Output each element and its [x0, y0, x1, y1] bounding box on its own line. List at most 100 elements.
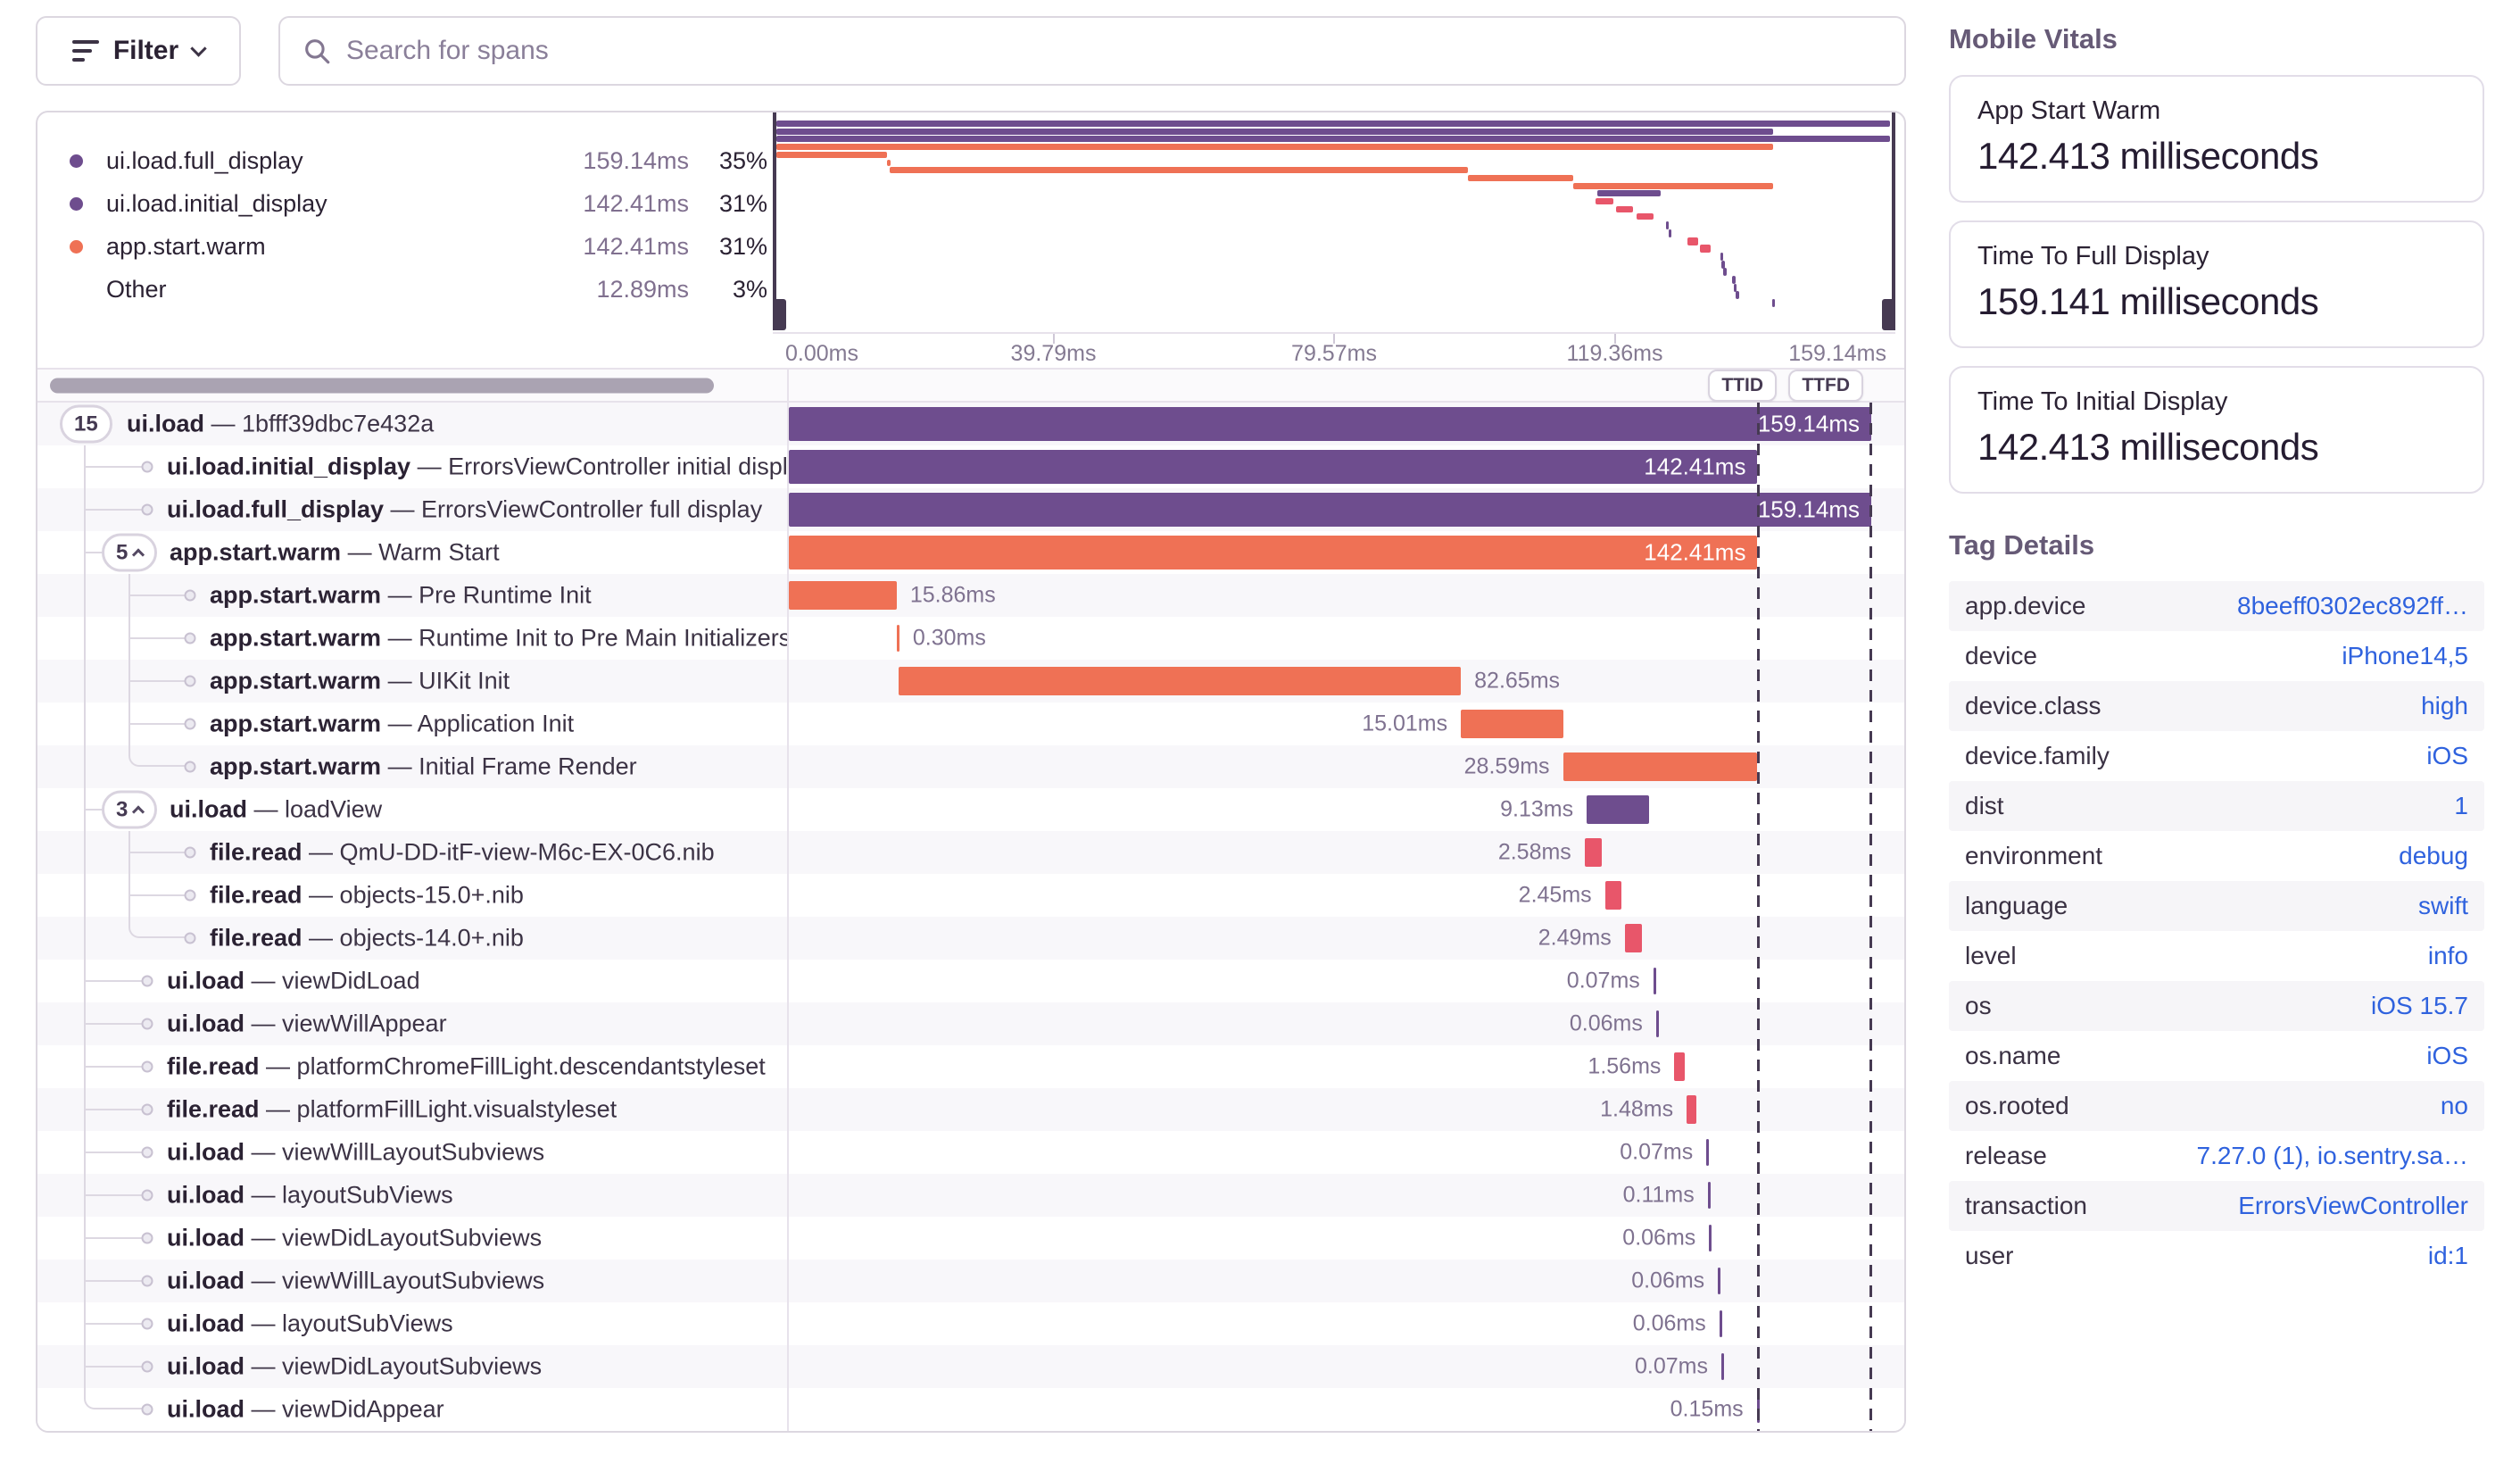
ttid-line: [1757, 403, 1761, 1431]
span-bar[interactable]: [1461, 710, 1563, 738]
span-row[interactable]: ui.load — layoutSubViews 0.11ms: [37, 1174, 1904, 1217]
span-row[interactable]: app.start.warm — UIKit Init 82.65ms: [37, 660, 1904, 703]
span-row[interactable]: file.read — platformFillLight.visualstyl…: [37, 1088, 1904, 1131]
tag-value-link[interactable]: info: [2427, 942, 2468, 969]
span-op: ui.load.initial_display: [167, 453, 411, 480]
span-desc: — layoutSubViews: [245, 1310, 453, 1337]
span-bar[interactable]: [1721, 1353, 1724, 1380]
tag-value-link[interactable]: iPhone14,5: [2342, 642, 2468, 669]
bar-cell: 0.06ms: [789, 1217, 1904, 1260]
span-row[interactable]: file.read — platformChromeFillLight.desc…: [37, 1045, 1904, 1088]
filter-button[interactable]: Filter: [36, 16, 241, 86]
span-bar[interactable]: [789, 581, 897, 610]
span-row[interactable]: ui.load — viewDidLoad 0.07ms: [37, 960, 1904, 1002]
span-label: file.read — platformChromeFillLight.desc…: [167, 1053, 766, 1081]
tag-value-link[interactable]: iOS: [2426, 1042, 2468, 1069]
tag-value-link[interactable]: swift: [2418, 892, 2468, 919]
span-bar[interactable]: [1563, 752, 1758, 781]
span-row[interactable]: ui.load — viewWillAppear 0.06ms: [37, 1002, 1904, 1045]
span-row[interactable]: ui.load — viewDidLayoutSubviews 0.07ms: [37, 1345, 1904, 1388]
span-row[interactable]: app.start.warm — Initial Frame Render 28.…: [37, 745, 1904, 788]
minimap[interactable]: [773, 112, 1895, 332]
span-row[interactable]: app.start.warm — Pre Runtime Init 15.86ms: [37, 574, 1904, 617]
span-row[interactable]: file.read — objects-14.0+.nib 2.49ms: [37, 917, 1904, 960]
span-row[interactable]: ui.load — layoutSubViews 0.06ms: [37, 1302, 1904, 1345]
bar-cell: 0.06ms: [789, 1002, 1904, 1045]
tag-key: dist: [1965, 792, 2004, 819]
scrollbar-thumb[interactable]: [50, 378, 714, 393]
bar-cell: 0.15ms: [789, 1388, 1904, 1431]
search-icon: [305, 39, 330, 64]
span-op: ui.load: [167, 1181, 245, 1209]
minimap-viewport-handle-right[interactable]: [1882, 299, 1895, 330]
span-bar[interactable]: [1587, 795, 1649, 824]
span-bar[interactable]: [899, 667, 1462, 695]
tree-cell: file.read — objects-15.0+.nib: [37, 874, 789, 917]
tag-row: transaction ErrorsViewController: [1949, 1181, 2484, 1231]
tag-value-link[interactable]: id:1: [2427, 1242, 2468, 1269]
span-search-input[interactable]: [346, 36, 1883, 66]
tag-value-link[interactable]: ErrorsViewController: [2238, 1192, 2468, 1219]
span-bar[interactable]: [1709, 1225, 1712, 1251]
span-row[interactable]: ui.load.full_display — ErrorsViewControl…: [37, 488, 1904, 531]
span-bar[interactable]: [1584, 838, 1603, 867]
span-bar[interactable]: [1653, 968, 1656, 994]
span-row[interactable]: ui.load — viewDidLayoutSubviews 0.06ms: [37, 1217, 1904, 1260]
tag-value-link[interactable]: no: [2440, 1092, 2468, 1119]
span-desc: — viewWillLayoutSubviews: [245, 1267, 545, 1294]
span-bar[interactable]: [1604, 881, 1622, 910]
span-bar[interactable]: [789, 407, 1871, 441]
tag-value-link[interactable]: high: [2421, 692, 2468, 719]
minimap-viewport-line-right[interactable]: [1892, 112, 1895, 330]
expand-pill[interactable]: 15: [60, 404, 112, 444]
span-row[interactable]: 5 app.start.warm — Warm Start 142.41ms: [37, 531, 1904, 574]
vital-label: App Start Warm: [1977, 96, 2161, 125]
span-bar[interactable]: [1655, 1010, 1659, 1037]
span-bar[interactable]: [1674, 1052, 1686, 1081]
minimap-viewport-handle-left[interactable]: [773, 299, 786, 330]
tag-value-link[interactable]: iOS 15.7: [2371, 992, 2468, 1019]
tree-guide: [84, 703, 86, 745]
span-row[interactable]: 3 ui.load — loadView 9.13ms: [37, 788, 1904, 831]
tag-value-link[interactable]: 7.27.0 (1), io.sentry.sa…: [2196, 1142, 2469, 1169]
tag-value-link[interactable]: iOS: [2426, 742, 2468, 769]
span-label: app.start.warm — Application Init: [210, 711, 574, 738]
tag-key: device.class: [1965, 692, 2101, 719]
tree-guide: [128, 594, 190, 596]
span-duration-label: 0.06ms: [1569, 1010, 1643, 1036]
span-op: app.start.warm: [210, 710, 382, 737]
tag-value-link[interactable]: 8beeff0302ec892ff…: [2237, 592, 2468, 619]
span-row[interactable]: app.start.warm — Application Init 15.01ms: [37, 703, 1904, 745]
ttid-button[interactable]: TTID: [1708, 369, 1777, 402]
tag-value-link[interactable]: debug: [2399, 842, 2468, 869]
tree-guide: [84, 1280, 147, 1282]
span-row[interactable]: file.read — objects-15.0+.nib 2.45ms: [37, 874, 1904, 917]
bar-cell: 15.86ms: [789, 574, 1904, 617]
span-row[interactable]: ui.load — viewWillLayoutSubviews 0.07ms: [37, 1131, 1904, 1174]
span-row[interactable]: app.start.warm — Runtime Init to Pre Mai…: [37, 617, 1904, 660]
span-row[interactable]: file.read — QmU-DD-itF-view-M6c-EX-0C6.n…: [37, 831, 1904, 874]
span-bar[interactable]: [1718, 1268, 1721, 1294]
span-bar[interactable]: [789, 493, 1871, 527]
tag-value-link[interactable]: 1: [2454, 792, 2468, 819]
span-row[interactable]: ui.load.initial_display — ErrorsViewCont…: [37, 445, 1904, 488]
span-bar[interactable]: [896, 625, 899, 652]
span-row[interactable]: ui.load — viewWillLayoutSubviews 0.06ms: [37, 1260, 1904, 1302]
span-bar[interactable]: [1719, 1310, 1722, 1337]
span-row[interactable]: 15 ui.load — 1bfff39dbc7e432a 159.14ms: [37, 403, 1904, 445]
tree-cell: file.read — platformChromeFillLight.desc…: [37, 1045, 789, 1088]
trace-overview: ui.load.full_display 159.14ms 35% ui.load.i…: [37, 112, 1904, 368]
expand-pill[interactable]: 3: [102, 790, 158, 829]
ttfd-button[interactable]: TTFD: [1788, 369, 1863, 402]
span-bar[interactable]: [789, 536, 1758, 570]
span-bar[interactable]: [1706, 1139, 1710, 1166]
span-bar[interactable]: [1707, 1182, 1711, 1209]
span-bar[interactable]: [1687, 1095, 1697, 1124]
tree-cell: file.read — platformFillLight.visualstyl…: [37, 1088, 789, 1131]
minimap-viewport-line-left[interactable]: [773, 112, 776, 330]
tag-key: os: [1965, 992, 1992, 1019]
span-bar[interactable]: [789, 450, 1758, 484]
span-row[interactable]: ui.load — viewDidAppear 0.15ms: [37, 1388, 1904, 1431]
span-bar[interactable]: [1624, 924, 1642, 952]
expand-pill[interactable]: 5: [102, 533, 158, 572]
